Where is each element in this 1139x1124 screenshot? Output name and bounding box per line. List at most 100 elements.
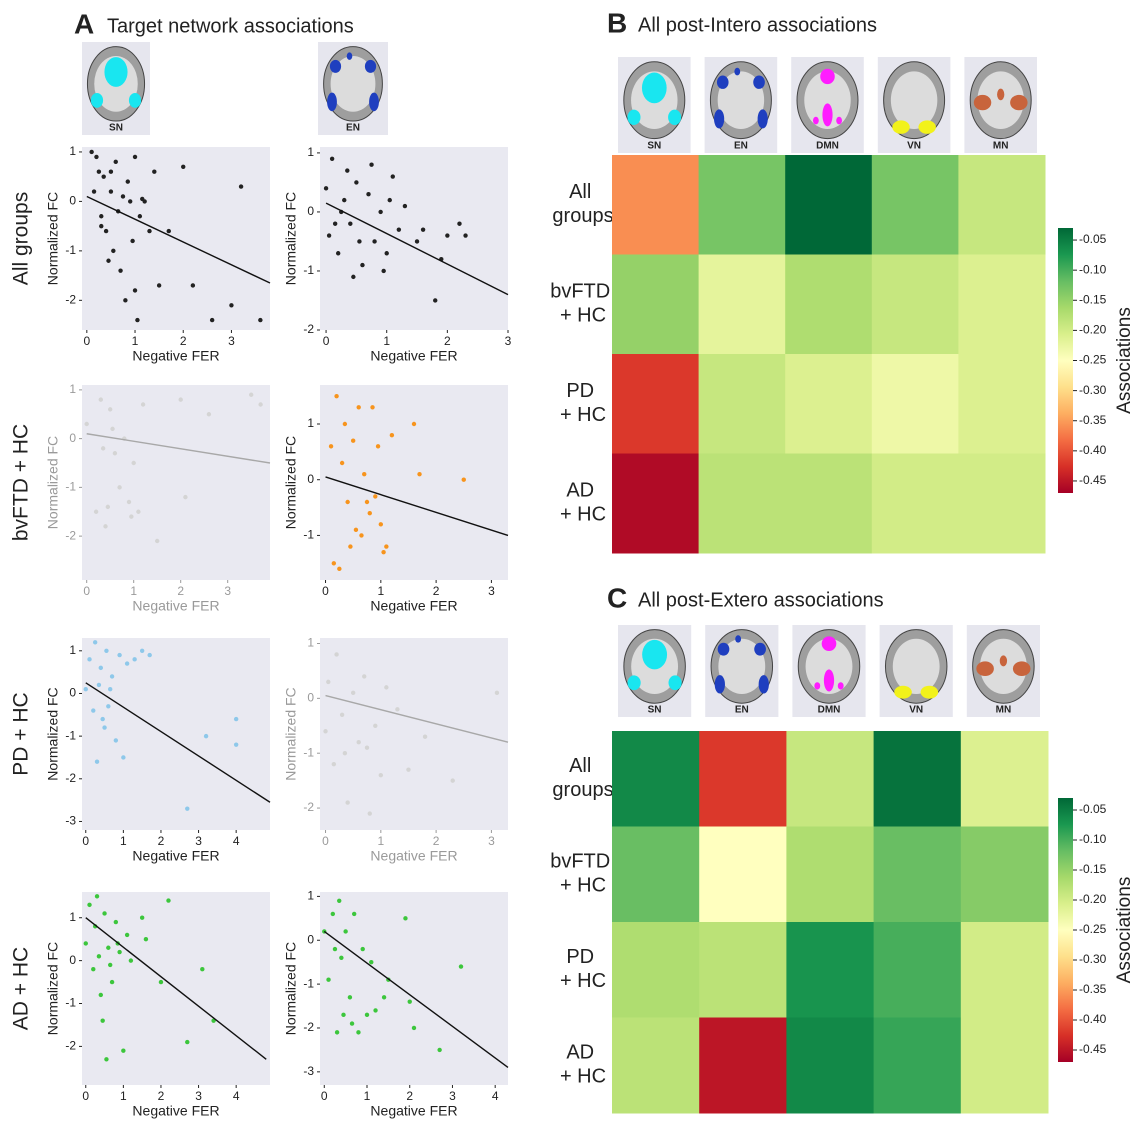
y-tick-label: -1 [65, 728, 76, 742]
data-point [354, 528, 358, 532]
network-region [365, 60, 376, 73]
network-region [824, 669, 834, 691]
data-point [106, 704, 110, 708]
brain-icon-matter [891, 71, 937, 129]
y-tick-label: -1 [303, 745, 314, 759]
network-region [892, 120, 909, 133]
data-point [207, 412, 211, 416]
data-point [104, 229, 108, 233]
colorbar-tick-label: -0.20 [1079, 892, 1107, 906]
network-label: MN [996, 705, 1012, 716]
data-point [118, 268, 122, 272]
x-tick-label: 0 [82, 834, 89, 848]
network-region [104, 57, 127, 87]
y-tick-label: -2 [65, 528, 76, 542]
data-point [200, 967, 204, 971]
data-point [340, 461, 344, 465]
heatmap-cell [699, 922, 787, 1018]
heatmap-cell [872, 454, 959, 554]
data-point [114, 160, 118, 164]
data-point [147, 653, 151, 657]
data-point [92, 189, 96, 193]
colorbar-tick-label: -0.10 [1079, 262, 1107, 276]
row-label: bvFTD + HC [10, 424, 33, 541]
data-point [382, 995, 386, 999]
data-point [239, 184, 243, 188]
data-point [185, 806, 189, 810]
colorbar-tick-label: -0.15 [1079, 862, 1107, 876]
data-point [457, 222, 461, 226]
data-point [133, 288, 137, 292]
data-point [102, 725, 106, 729]
y-tick-label: 0 [69, 194, 76, 208]
y-tick-label: 1 [69, 144, 76, 158]
data-point [99, 666, 103, 670]
y-tick-label: 1 [307, 145, 314, 159]
x-tick-label: 2 [406, 1089, 413, 1103]
data-point [140, 649, 144, 653]
data-point [379, 773, 383, 777]
data-point [140, 197, 144, 201]
y-tick-label: -1 [303, 976, 314, 990]
data-point [104, 1057, 108, 1061]
data-point [332, 561, 336, 565]
data-point [348, 544, 352, 548]
data-point [108, 963, 112, 967]
y-axis-label: Normalized FC [283, 436, 299, 529]
data-point [369, 163, 373, 167]
x-tick-label: 1 [377, 834, 384, 848]
heatmap-cell [699, 255, 786, 355]
data-point [391, 174, 395, 178]
x-axis-label: Negative FER [132, 1103, 219, 1119]
data-point [403, 204, 407, 208]
x-tick-label: 3 [195, 1089, 202, 1103]
network-region [759, 675, 769, 693]
data-point [397, 227, 401, 231]
data-point [121, 194, 125, 198]
y-tick-label: 1 [307, 889, 314, 903]
network-region [369, 93, 379, 112]
data-point [94, 155, 98, 159]
data-point [113, 451, 117, 455]
y-tick-label: -1 [65, 996, 76, 1010]
row-label: AD + HC [10, 947, 33, 1030]
data-point [329, 444, 333, 448]
heatmap-cell [612, 454, 699, 554]
row-label: PD + HC [560, 380, 606, 426]
figure: A Target network associations SNENAll gr… [0, 0, 1139, 1124]
heatmap-cell [958, 454, 1045, 554]
data-point [183, 495, 187, 499]
data-point [99, 224, 103, 228]
data-point [210, 318, 214, 322]
network-region [717, 75, 729, 88]
network-region [627, 110, 640, 125]
network-region [129, 93, 141, 108]
data-point [351, 691, 355, 695]
data-point [166, 898, 170, 902]
network-label: SN [109, 123, 123, 134]
x-tick-label: 0 [321, 1089, 328, 1103]
data-point [117, 950, 121, 954]
heatmap-cell [872, 354, 959, 454]
data-point [141, 402, 145, 406]
heatmap-cell [958, 155, 1045, 255]
data-point [343, 929, 347, 933]
data-point [129, 514, 133, 518]
row-label: All groups [10, 192, 33, 285]
data-point [342, 198, 346, 202]
data-point [373, 494, 377, 498]
data-point [185, 1040, 189, 1044]
colorbar-tick-label: -0.30 [1079, 952, 1107, 966]
data-point [433, 298, 437, 302]
network-label: EN [734, 141, 748, 152]
data-point [103, 524, 107, 528]
data-point [258, 318, 262, 322]
row-label: PD + HC [560, 946, 606, 992]
network-label: EN [735, 705, 749, 716]
data-point [234, 717, 238, 721]
data-point [101, 174, 105, 178]
row-label: PD + HC [10, 692, 33, 775]
row-label: bvFTD + HC [550, 851, 616, 897]
data-point [340, 713, 344, 717]
network-region [813, 117, 819, 125]
